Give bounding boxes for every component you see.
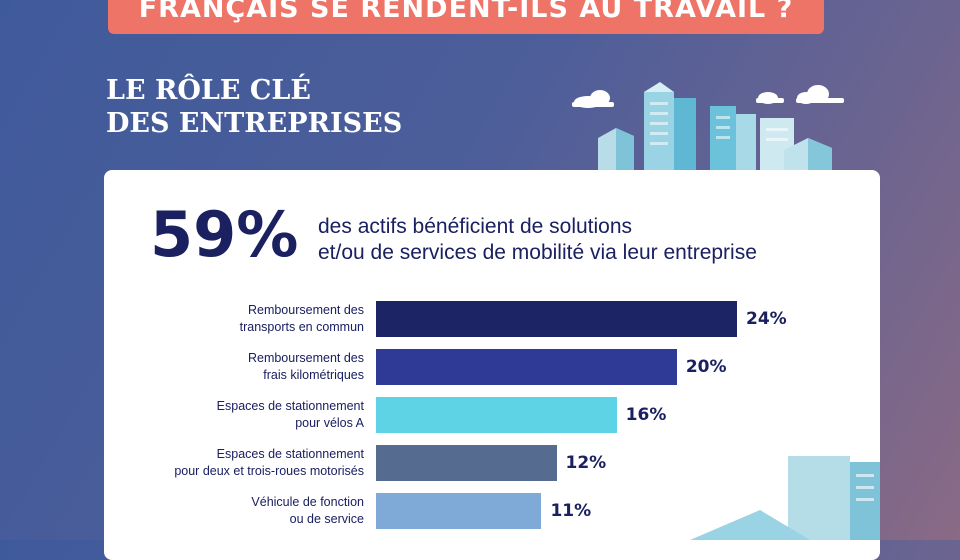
headline-percentage: 59%	[150, 198, 299, 271]
bar	[376, 301, 737, 337]
bar	[376, 493, 542, 529]
bar-category-label-line: Remboursement des	[247, 303, 364, 317]
page-title-banner: FRANÇAIS SE RENDENT-ILS AU TRAVAIL ?	[108, 0, 824, 34]
bar-value-label: 16%	[625, 405, 667, 425]
bar	[376, 445, 557, 481]
bar-category-label-line: pour deux et trois-roues motorisés	[174, 464, 364, 478]
bar-category-label-line: Remboursement des	[247, 351, 364, 365]
bar-value-label: 12%	[565, 453, 607, 473]
city-skyline-illustration	[572, 82, 844, 172]
headline-description: des actifs bénéficient de solutions et/o…	[318, 214, 757, 266]
bar-category-label: Véhicule de fonction ou de service	[251, 494, 364, 528]
subtitle-line-2: DES ENTREPRISES	[106, 108, 403, 139]
bar-category-label: Remboursement des transports en commun	[240, 302, 364, 336]
bar-category-label-line: frais kilométriques	[263, 368, 364, 382]
bar-category-label-line: Espaces de stationnement	[216, 447, 364, 461]
bar-category-label-line: transports en commun	[239, 320, 364, 334]
bar-category-label: Espaces de stationnement pour vélos A	[217, 398, 364, 432]
headline-line-1: des actifs bénéficient de solutions	[318, 215, 633, 238]
bar-category-label: Remboursement des frais kilométriques	[248, 350, 364, 384]
bar-value-label: 20%	[685, 357, 727, 377]
city-skyline-illustration-bottom	[690, 456, 880, 540]
headline-line-2: et/ou de services de mobilité via leur e…	[318, 241, 757, 264]
bar	[376, 397, 617, 433]
bar-value-label: 24%	[746, 309, 787, 329]
bar	[376, 349, 677, 385]
bar-category-label-line: ou de service	[289, 512, 364, 526]
bar-category-label-line: Espaces de stationnement	[216, 399, 364, 413]
subtitle-line-1: LE RÔLE CLÉ	[106, 75, 311, 106]
bar-value-label: 11%	[550, 501, 592, 521]
bar-category-label-line: pour vélos A	[295, 416, 364, 430]
section-subtitle: LE RÔLE CLÉ DES ENTREPRISES	[106, 74, 402, 140]
bar-category-label: Espaces de stationnement pour deux et tro…	[174, 446, 364, 480]
bar-category-label-line: Véhicule de fonction	[251, 495, 364, 509]
